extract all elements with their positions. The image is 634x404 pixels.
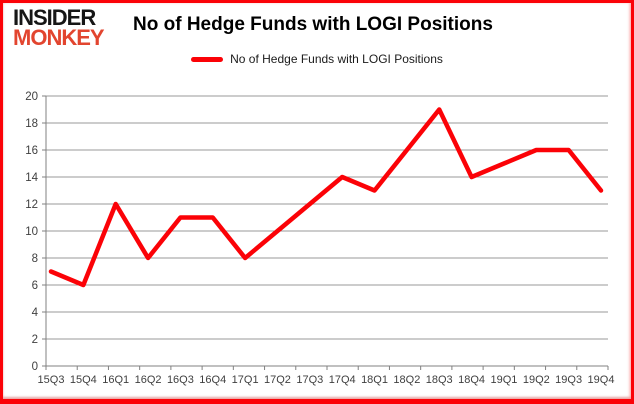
x-tick-label: 16Q1 [102, 374, 129, 386]
y-tick-label: 6 [32, 280, 38, 292]
x-tick-label: 18Q3 [426, 374, 453, 386]
x-tick-label: 16Q3 [167, 374, 194, 386]
line-chart-plot: 0 2 4 6 8 10 12 14 16 18 20 15Q3 15Q4 16Q1 16Q2 16Q3 16Q… [25, 91, 615, 386]
x-tick-label: 17Q4 [329, 374, 356, 386]
y-tick-label: 2 [32, 334, 38, 346]
x-tick-label: 19Q3 [555, 374, 582, 386]
x-tick-label: 16Q2 [135, 374, 162, 386]
x-tick-label: 19Q1 [490, 374, 517, 386]
legend: No of Hedge Funds with LOGI Positions [3, 52, 631, 66]
legend-line-swatch [191, 56, 224, 62]
x-tick-label: 17Q1 [232, 374, 259, 386]
y-tick-label: 20 [25, 91, 38, 103]
x-tick-label: 19Q4 [588, 374, 615, 386]
x-tick-label: 18Q2 [393, 374, 420, 386]
chart-title: No of Hedge Funds with LOGI Positions [133, 14, 493, 35]
y-tick-label: 0 [32, 361, 38, 373]
x-tick-label: 18Q4 [458, 374, 485, 386]
x-tick-label: 17Q3 [296, 374, 323, 386]
y-tick-label: 16 [25, 145, 38, 157]
y-tick-label: 18 [25, 118, 38, 130]
x-tick-label: 15Q4 [70, 374, 97, 386]
logo-text-monkey: MONKEY [13, 25, 105, 51]
y-tick-label: 10 [25, 226, 38, 238]
y-tick-label: 4 [32, 307, 39, 319]
insider-monkey-logo: INSIDER MONKEY [13, 5, 105, 51]
x-tick-label: 18Q1 [361, 374, 388, 386]
series-line [48, 107, 604, 288]
y-tick-label: 8 [32, 253, 38, 265]
y-tick-label: 12 [25, 199, 38, 211]
x-tick-label: 17Q2 [264, 374, 291, 386]
x-tick-label: 15Q3 [38, 374, 65, 386]
x-tick-label: 16Q4 [199, 374, 226, 386]
logo-text-insider: INSIDER [13, 5, 96, 30]
legend-label: No of Hedge Funds with LOGI Positions [230, 52, 443, 66]
y-tick-label: 14 [25, 172, 38, 184]
x-tick-label: 19Q2 [523, 374, 550, 386]
